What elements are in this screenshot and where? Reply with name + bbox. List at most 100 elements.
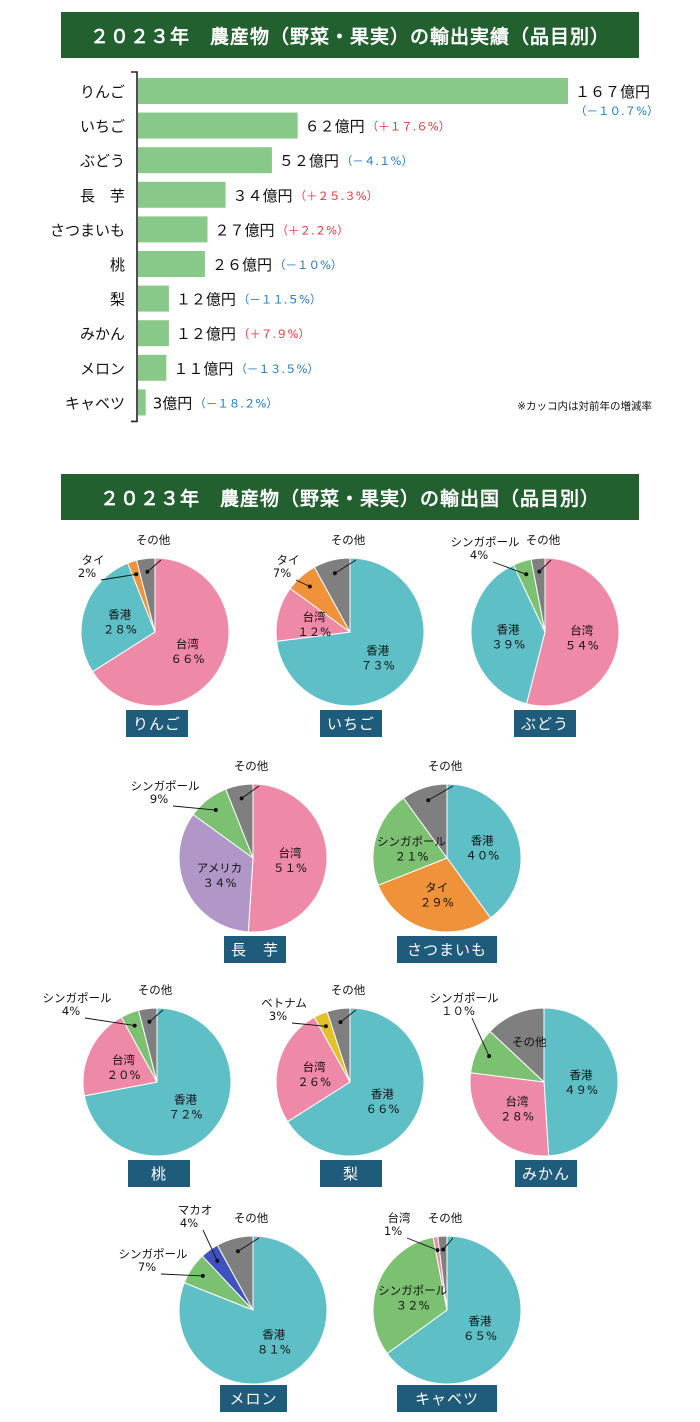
bar: [138, 320, 169, 347]
leader-dot: [487, 1054, 492, 1059]
pie-slice: [80, 562, 156, 673]
bar-change-label: （－１８.２%）: [194, 396, 278, 410]
pie-slice: [489, 1007, 545, 1084]
pie-slice-value: ３９%: [491, 637, 525, 651]
pie-slice-label: 台湾: [278, 846, 301, 860]
pie-slice-value: ２０%: [107, 1068, 141, 1082]
leader-line: [406, 1237, 438, 1251]
pie-slice-value: ６５%: [463, 1329, 497, 1343]
leader-dot: [134, 572, 139, 577]
pie-slice: [386, 1235, 522, 1385]
leader-line: [428, 785, 454, 801]
leader-dot: [132, 1023, 137, 1028]
pie-slice-value: 2%: [78, 566, 96, 580]
pie-slice-value: 4%: [470, 548, 488, 562]
pie-slice-label: その他: [331, 533, 366, 547]
pie-slice-label: その他: [428, 759, 463, 773]
pie-slice-value: ５４%: [565, 639, 599, 653]
leader-line: [538, 559, 552, 572]
bar-category-label: りんご: [80, 83, 125, 101]
pie-slice-label: タイ: [277, 553, 300, 567]
pie-slice-label: その他: [428, 1211, 463, 1225]
pie-slice-label: シンガポール: [430, 991, 499, 1005]
leader-dot: [323, 1024, 328, 1029]
bar-change-label: （＋２.２%）: [277, 223, 349, 237]
pie-slice-label: シンガポール: [43, 991, 112, 1005]
pie-slice-value: 4%: [62, 1004, 80, 1018]
pie-slice-value: ６６%: [365, 1102, 399, 1116]
pie-slice: [127, 559, 156, 633]
pie-slice: [326, 1007, 351, 1083]
pie-slice-label: その他: [138, 983, 173, 997]
pie-slice: [137, 1007, 158, 1083]
pie-slice: [372, 797, 448, 886]
pie-slice-label: シンガポール: [119, 1247, 188, 1261]
pie-slice: [135, 557, 156, 633]
leader-line: [100, 573, 137, 581]
pie-slice-value: ２９%: [420, 896, 454, 910]
pie-caption: 桃: [128, 1160, 190, 1187]
pie-caption: 長 芋: [224, 936, 286, 963]
pie-slice-label: 台湾: [570, 624, 593, 638]
bar-value-label: ２７億円: [215, 221, 275, 239]
leader-line: [172, 805, 216, 811]
pie-slice-value: 4%: [180, 1216, 198, 1230]
pie-slice-label: アメリカ: [197, 861, 242, 875]
pie-slice-label: その他: [331, 983, 366, 997]
leader-dot: [145, 569, 150, 574]
pie-slice: [83, 1007, 232, 1157]
pie-slice: [247, 783, 328, 933]
leader-line: [202, 1229, 218, 1262]
pie-slice-label: その他: [136, 533, 171, 547]
pie-slice: [91, 557, 230, 707]
pie-slice-value: 7%: [273, 566, 291, 580]
pie-slice-label: その他: [234, 1211, 269, 1225]
bar-value-label: １２億円: [176, 291, 236, 309]
pie-slice-value: １２%: [297, 625, 331, 639]
bar: [138, 389, 146, 416]
pie-slice: [178, 813, 254, 933]
pie-slice: [286, 1007, 425, 1157]
pie-slice-value: 3%: [269, 1009, 287, 1023]
pie-slice-label: 香港: [366, 643, 389, 657]
bar-value-label: ２６億円: [212, 256, 272, 274]
pie-slice-label: 台湾: [176, 637, 199, 651]
pie-slice-value: ２６%: [297, 1075, 331, 1089]
export-countries-title: ２０２３年 農産物（野菜・果実）の輸出国（品目別）: [61, 474, 639, 520]
pie-caption: いちご: [320, 710, 382, 737]
leader-dot: [537, 569, 542, 574]
pie-slice: [525, 557, 620, 707]
leader-line: [160, 1273, 203, 1277]
pie-slice-value: ２８%: [103, 623, 137, 637]
bar-value-label: ５２億円: [279, 152, 339, 170]
bar-value-label: ３４億円: [233, 187, 293, 205]
bar-category-label: 梨: [110, 291, 125, 309]
pie-slice-label: タイ: [425, 881, 448, 895]
pie-slice-label: 香港: [174, 1093, 197, 1107]
leader-dot: [524, 572, 529, 577]
pie-slice: [201, 1244, 254, 1311]
bar: [138, 78, 568, 104]
pie-slice: [470, 564, 546, 705]
pie-slice-label: シンガポール: [378, 1283, 447, 1297]
pie-slice: [543, 1007, 619, 1157]
leader-dot: [215, 1258, 220, 1263]
bar: [138, 112, 298, 139]
pie-slice-value: 1%: [384, 1224, 402, 1238]
pie-slice: [275, 587, 352, 642]
bar-change-label: （－１０.７%）: [575, 104, 659, 118]
bar-category-label: 桃: [110, 256, 125, 274]
pie-slice-value: ４９%: [564, 1083, 598, 1097]
pie-slice: [216, 1235, 254, 1311]
pie-slice-label: 台湾: [303, 610, 326, 624]
pie-slice-label: シンガポール: [451, 535, 520, 549]
pie-slice: [512, 558, 546, 633]
pie-slice: [120, 1009, 158, 1083]
bar: [138, 181, 226, 208]
leader-line: [442, 1237, 454, 1250]
pie-slice-label: ベトナム: [261, 996, 307, 1010]
pie-slice-label: 香港: [569, 1068, 592, 1082]
pie-slice: [225, 783, 254, 859]
leader-dot: [239, 796, 244, 801]
bar-category-label: さつまいも: [50, 221, 125, 239]
